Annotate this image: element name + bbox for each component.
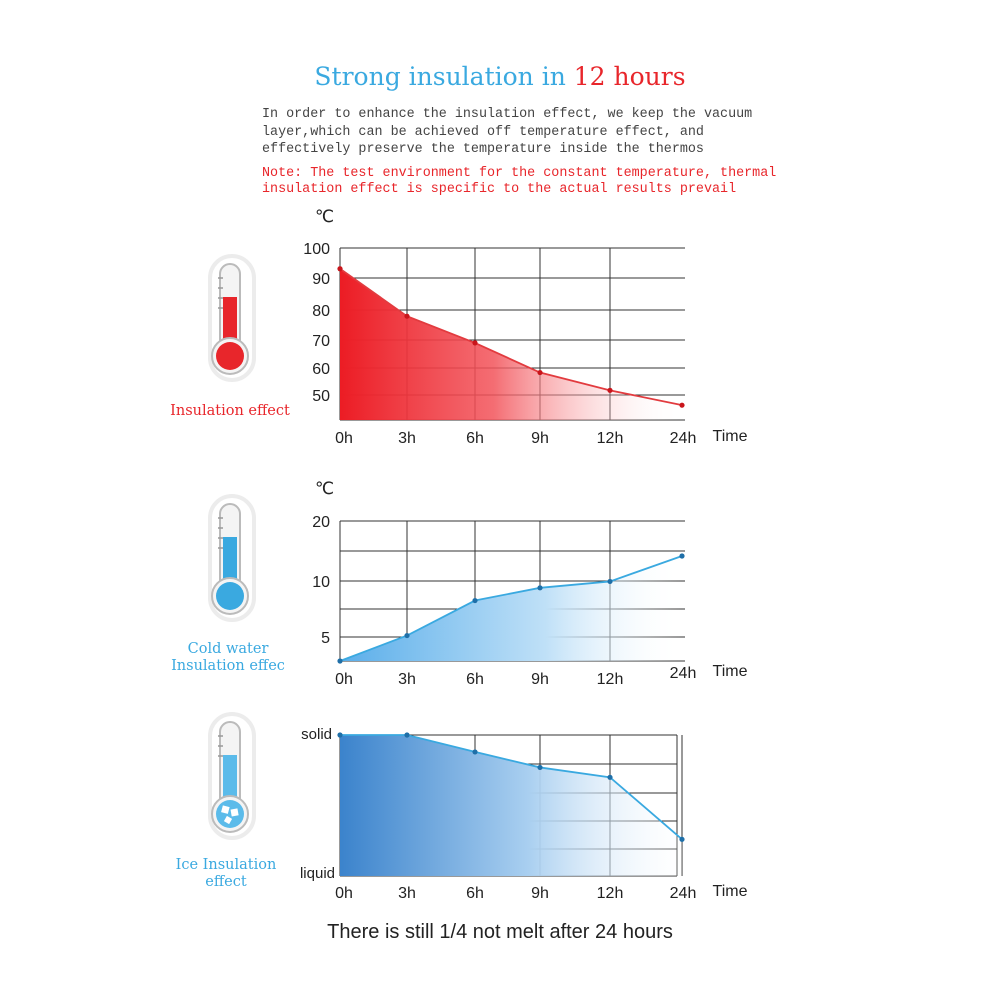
data-point bbox=[404, 732, 410, 738]
x-tick-label: 6h bbox=[466, 430, 484, 447]
note-text: Note: The test environment for the const… bbox=[262, 166, 777, 197]
page-title: Strong insulation in 12 hours bbox=[0, 62, 1000, 91]
y-tick-label: 5 bbox=[321, 630, 330, 647]
data-point bbox=[472, 749, 478, 755]
data-point bbox=[537, 585, 543, 591]
data-point bbox=[472, 597, 478, 604]
x-tick-label: 24h bbox=[670, 665, 697, 682]
data-point bbox=[607, 774, 613, 780]
x-tick-label: 6h bbox=[466, 885, 484, 902]
side-label-ice: Ice Insulation effect bbox=[175, 857, 277, 890]
series-area bbox=[340, 268, 682, 420]
data-point bbox=[679, 402, 685, 408]
intro-text: In order to enhance the insulation effec… bbox=[262, 107, 753, 157]
x-tick-label: 3h bbox=[398, 671, 416, 688]
footer-text: There is still 1/4 not melt after 24 hou… bbox=[327, 921, 673, 943]
y-unit-label: ℃ bbox=[315, 479, 334, 499]
data-point bbox=[679, 836, 685, 842]
y-tick-label: 100 bbox=[303, 241, 330, 258]
thermometer-cold-icon bbox=[208, 494, 256, 622]
x-axis-label: Time bbox=[713, 428, 748, 445]
x-tick-label: 6h bbox=[466, 671, 484, 688]
x-axis-label: Time bbox=[713, 663, 748, 680]
x-tick-label: 0h bbox=[335, 671, 353, 688]
data-point bbox=[337, 732, 343, 738]
series-line bbox=[339, 555, 683, 662]
data-point bbox=[607, 578, 613, 585]
y-tick-label: solid bbox=[301, 726, 332, 743]
title-main: Strong insulation in bbox=[314, 62, 574, 91]
y-tick-label: 50 bbox=[312, 388, 330, 405]
data-point bbox=[607, 387, 613, 393]
y-tick-label: 70 bbox=[312, 333, 330, 350]
thermometer-ice-icon bbox=[208, 712, 256, 840]
data-point bbox=[537, 369, 543, 376]
x-tick-label: 12h bbox=[597, 671, 624, 688]
series-line bbox=[340, 734, 683, 841]
data-point bbox=[472, 340, 478, 346]
y-tick-label: 10 bbox=[312, 574, 330, 591]
data-point bbox=[537, 764, 543, 771]
y-tick-label: 20 bbox=[312, 514, 330, 531]
x-tick-label: 12h bbox=[597, 430, 624, 447]
data-point bbox=[337, 658, 343, 664]
x-tick-label: 0h bbox=[335, 430, 353, 447]
x-axis-label: Time bbox=[713, 883, 748, 900]
x-tick-label: 9h bbox=[531, 671, 549, 688]
x-tick-label: 9h bbox=[531, 885, 549, 902]
series-line bbox=[339, 268, 683, 407]
thermometer-hot-icon bbox=[208, 254, 256, 382]
x-tick-label: 0h bbox=[335, 885, 353, 902]
title-highlight: 12 hours bbox=[573, 62, 686, 91]
y-tick-label: 80 bbox=[312, 303, 330, 320]
series-area bbox=[340, 556, 682, 661]
series-area bbox=[340, 735, 682, 876]
data-point bbox=[404, 632, 410, 639]
x-tick-label: 3h bbox=[398, 430, 416, 447]
x-tick-label: 9h bbox=[531, 430, 549, 447]
data-point bbox=[679, 553, 685, 559]
x-tick-label: 24h bbox=[670, 430, 697, 447]
side-label-cold: Cold water Insulation effec bbox=[171, 641, 285, 674]
x-tick-label: 12h bbox=[597, 885, 624, 902]
y-tick-label: 60 bbox=[312, 361, 330, 378]
x-tick-label: 3h bbox=[398, 885, 416, 902]
y-tick-label: 90 bbox=[312, 271, 330, 288]
x-tick-label: 24h bbox=[670, 885, 697, 902]
y-unit-label: ℃ bbox=[315, 207, 334, 227]
y-tick-label: liquid bbox=[300, 865, 335, 882]
data-point bbox=[404, 313, 410, 319]
data-point bbox=[337, 266, 343, 272]
side-label-hot: Insulation effect bbox=[170, 403, 290, 419]
